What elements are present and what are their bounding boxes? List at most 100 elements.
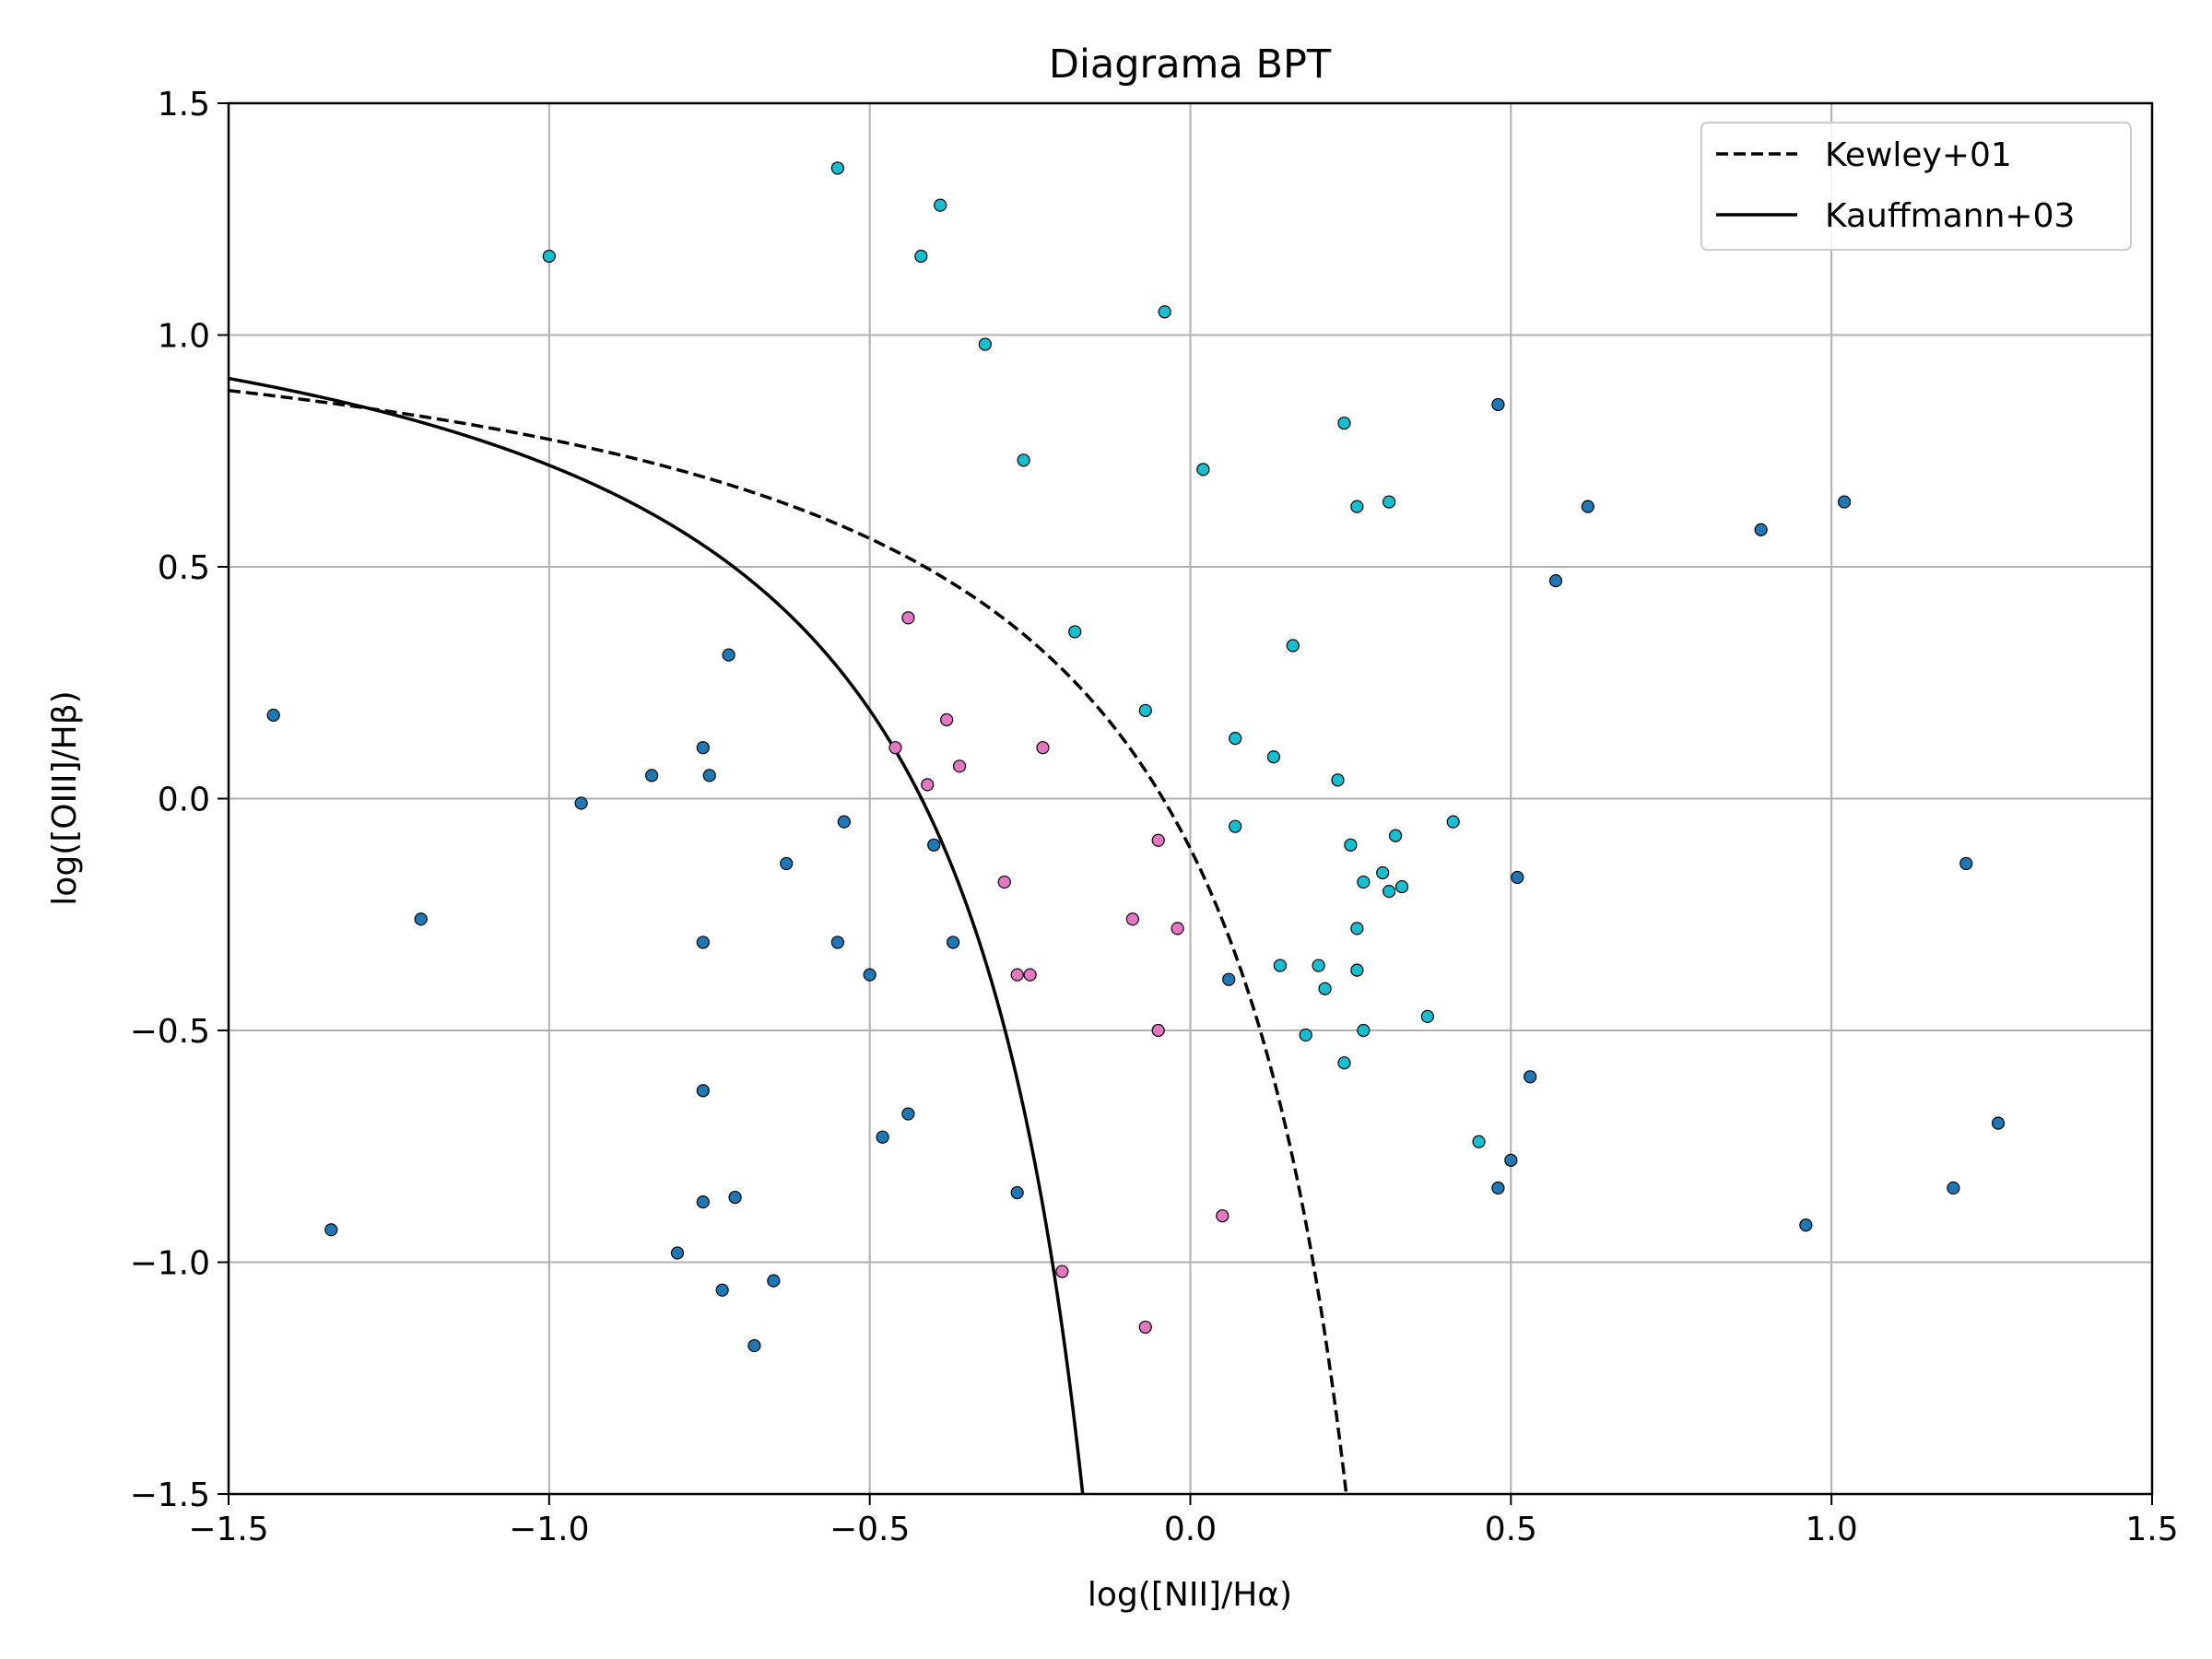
kauffmann-curve: [229, 376, 1085, 1494]
data-point: [1068, 625, 1082, 639]
data-point: [728, 1190, 742, 1205]
x-tick-label: −1.0: [509, 1511, 589, 1548]
x-tick-label: 1.5: [2125, 1511, 2178, 1548]
legend-box: [1700, 122, 2132, 251]
data-point: [266, 708, 280, 723]
data-point: [1222, 972, 1236, 986]
legend-label-kauffmann: Kauffmann+03: [1825, 197, 2075, 235]
data-point: [1312, 959, 1325, 972]
data-point: [696, 935, 710, 949]
data-point: [1350, 500, 1364, 513]
data-point: [1216, 1209, 1230, 1223]
chart-title: Diagrama BPT: [1049, 41, 1332, 88]
data-point: [1151, 1023, 1165, 1038]
data-point: [888, 741, 902, 755]
data-point: [1017, 453, 1030, 467]
data-point: [1010, 1185, 1024, 1200]
y-tick-label: 0.0: [158, 782, 210, 819]
x-axis-label: log([NII]/Hα): [1088, 1576, 1292, 1614]
data-point: [830, 935, 844, 949]
data-point: [1229, 732, 1242, 746]
data-point: [1389, 829, 1403, 842]
data-point: [1229, 819, 1242, 833]
data-point: [1055, 1265, 1069, 1278]
data-point: [901, 1107, 915, 1121]
data-point: [1357, 875, 1371, 889]
x-tick-label: 1.0: [1806, 1511, 1858, 1548]
data-point: [1524, 1070, 1537, 1084]
data-point: [1491, 1181, 1505, 1195]
data-point: [1382, 495, 1396, 509]
y-tick-label: −1.0: [130, 1245, 210, 1283]
data-point: [1837, 495, 1852, 509]
data-point: [696, 741, 710, 755]
data-point: [863, 968, 877, 982]
data-point: [324, 1223, 338, 1237]
y-tick-label: −1.5: [130, 1477, 210, 1514]
x-tick-label: −0.5: [830, 1511, 910, 1548]
demarcation-curves: [229, 376, 1348, 1494]
data-point: [1511, 870, 1524, 885]
data-point: [1420, 1009, 1434, 1024]
data-point: [927, 838, 941, 852]
data-point: [876, 1130, 889, 1144]
data-point: [830, 161, 844, 175]
data-point: [1350, 963, 1364, 977]
data-point: [837, 815, 851, 829]
data-point: [1799, 1218, 1813, 1232]
data-point: [1350, 922, 1364, 935]
data-point: [1273, 959, 1287, 972]
data-point: [1472, 1135, 1486, 1148]
data-point: [1318, 982, 1332, 995]
data-point: [1125, 912, 1139, 926]
data-point: [747, 1338, 761, 1353]
data-point: [1010, 968, 1024, 982]
data-point: [645, 769, 659, 782]
data-point: [1959, 856, 1973, 871]
y-axis-label: log([OIII]/Hβ): [46, 690, 84, 905]
data-point: [1158, 305, 1171, 319]
axis-ticks: −1.5 −1.0 −0.5 0.0 0.5 1.0 1.5 −1.5 −1.0 −0.5 0.0 0…: [130, 86, 2179, 1548]
data-point: [696, 1084, 710, 1098]
data-point: [1286, 639, 1300, 653]
data-point: [1382, 884, 1396, 899]
x-tick-label: −1.5: [188, 1511, 268, 1548]
data-point: [542, 249, 556, 264]
data-point: [1491, 397, 1505, 412]
data-point: [1394, 879, 1409, 894]
data-point: [940, 712, 954, 727]
data-point: [1376, 865, 1390, 880]
x-tick-label: 0.0: [1164, 1511, 1217, 1548]
data-point: [914, 249, 928, 264]
data-point: [1446, 815, 1460, 829]
y-tick-label: 1.5: [158, 86, 210, 124]
data-point: [715, 1283, 729, 1297]
data-point: [1138, 1320, 1152, 1335]
data-point: [1337, 416, 1351, 430]
data-point: [947, 935, 960, 949]
data-point: [997, 875, 1011, 889]
data-point: [1151, 833, 1165, 847]
data-point: [1344, 838, 1358, 852]
data-point: [1991, 1116, 2006, 1130]
data-point: [1581, 500, 1594, 513]
data-point: [1504, 1153, 1518, 1167]
data-point: [1196, 463, 1210, 477]
data-point: [978, 337, 992, 351]
data-point: [414, 912, 428, 926]
kewley-curve: [229, 388, 1348, 1494]
data-point: [1357, 1023, 1371, 1038]
data-point: [722, 648, 735, 662]
y-tick-label: 1.0: [158, 318, 210, 356]
x-tick-label: 0.5: [1485, 1511, 1537, 1548]
y-tick-label: 0.5: [158, 549, 210, 587]
data-point: [780, 856, 794, 871]
data-point: [1299, 1028, 1312, 1042]
data-point: [934, 198, 947, 212]
data-point: [1331, 773, 1345, 787]
data-point: [1138, 703, 1152, 718]
data-point: [901, 611, 915, 625]
legend: Kewley+01 Kauffmann+03: [1700, 122, 2132, 251]
